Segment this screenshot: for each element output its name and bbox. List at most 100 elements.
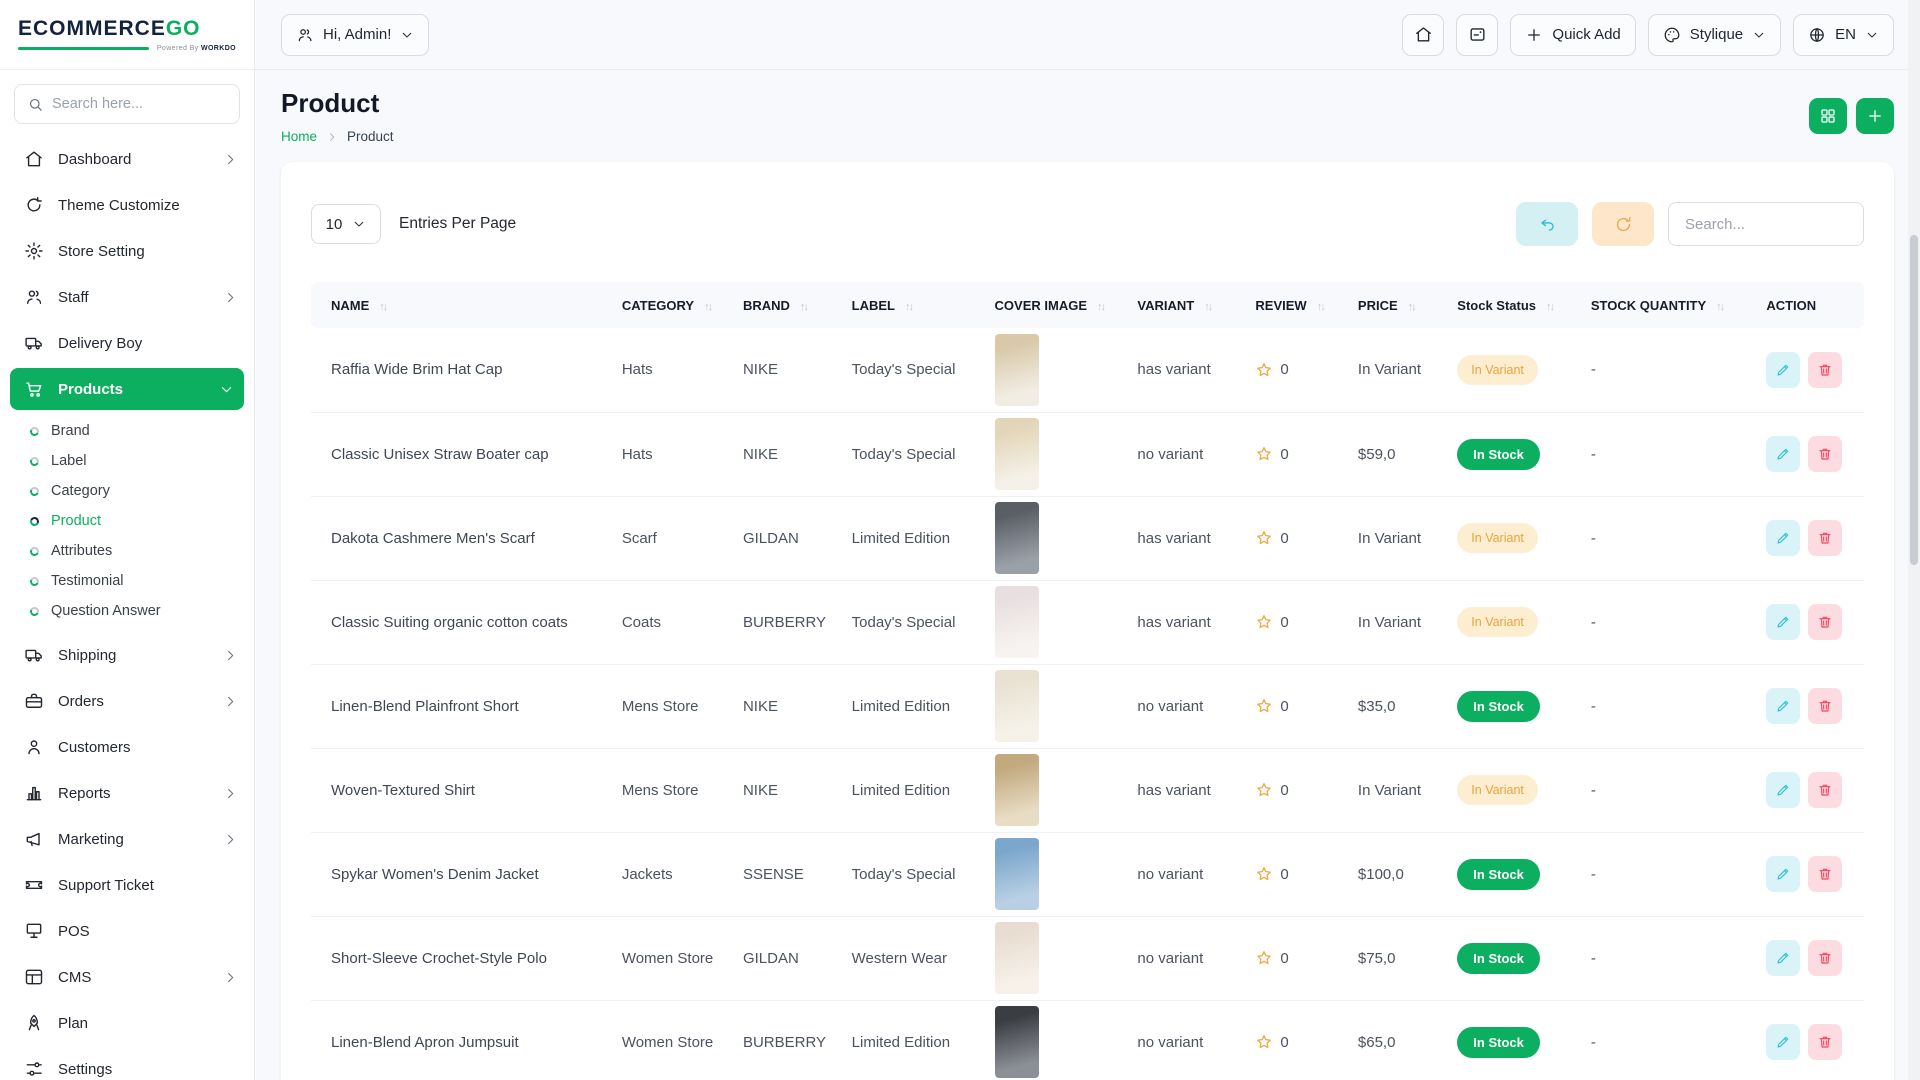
sidebar-subitem-category[interactable]: Category — [0, 476, 254, 506]
sidebar-subitem-product[interactable]: Product — [0, 506, 254, 536]
sidebar-item-settings[interactable]: Settings — [0, 1046, 254, 1080]
sidebar-item-plan[interactable]: Plan — [0, 1000, 254, 1046]
delete-button[interactable] — [1808, 520, 1843, 556]
sidebar-subitem-brand[interactable]: Brand — [0, 416, 254, 446]
sidebar-search[interactable] — [14, 84, 240, 124]
delete-button[interactable] — [1808, 351, 1843, 388]
column-header-category[interactable]: CATEGORY ↑↓ — [613, 282, 735, 328]
column-header-review[interactable]: REVIEW ↑↓ — [1247, 282, 1350, 328]
column-header-brand[interactable]: BRAND ↑↓ — [734, 282, 844, 328]
product-stock-status-cell: In Variant — [1449, 328, 1583, 412]
review-count: 0 — [1280, 529, 1289, 547]
product-stock-status-cell: In Stock — [1449, 915, 1583, 1000]
star-icon — [1255, 1033, 1273, 1051]
sort-icon[interactable]: ↑↓ — [1204, 300, 1213, 313]
sidebar-item-store-setting[interactable]: Store Setting — [0, 228, 254, 274]
sort-icon[interactable]: ↑↓ — [1716, 300, 1725, 313]
edit-button[interactable] — [1766, 351, 1801, 388]
sidebar-item-label: Support Ticket — [58, 876, 154, 894]
sort-icon[interactable]: ↑↓ — [1316, 300, 1326, 313]
chevron-down-icon — [1865, 28, 1879, 42]
edit-button[interactable] — [1766, 436, 1801, 472]
edit-button[interactable] — [1766, 940, 1801, 976]
column-header-stock-status[interactable]: Stock Status ↑↓ — [1449, 282, 1583, 328]
sort-icon[interactable]: ↑↓ — [799, 300, 809, 313]
sidebar-item-customers[interactable]: Customers — [0, 724, 254, 770]
column-header-variant[interactable]: VARIANT ↑↓ — [1129, 282, 1248, 328]
edit-button[interactable] — [1766, 856, 1801, 892]
sidebar-item-marketing[interactable]: Marketing — [0, 816, 254, 862]
column-header-cover-image[interactable]: COVER IMAGE ↑↓ — [986, 282, 1130, 328]
edit-button[interactable] — [1766, 772, 1801, 808]
sort-icon[interactable]: ↑↓ — [1546, 300, 1555, 313]
sort-icon[interactable]: ↑↓ — [1407, 300, 1417, 313]
main-area: Hi, Admin! Quick Add Stylique — [255, 0, 1920, 1080]
page-scrollbar[interactable] — [1908, 0, 1920, 1080]
sort-icon[interactable]: ↑↓ — [379, 300, 388, 313]
chevron-right-icon — [223, 648, 238, 663]
sidebar-item-theme-customize[interactable]: Theme Customize — [0, 182, 254, 228]
entries-per-page-select[interactable]: 10 — [311, 204, 381, 244]
product-review-cell: 0 — [1247, 411, 1350, 496]
sidebar-item-pos[interactable]: POS — [0, 908, 254, 954]
sort-icon[interactable]: ↑↓ — [704, 300, 713, 313]
refresh-button[interactable] — [1592, 202, 1654, 246]
sidebar-item-reports[interactable]: Reports — [0, 770, 254, 816]
column-header-price[interactable]: PRICE ↑↓ — [1349, 282, 1450, 328]
sidebar-item-delivery-boy[interactable]: Delivery Boy — [0, 320, 254, 366]
language-select-button[interactable]: EN — [1793, 13, 1894, 56]
delete-button[interactable] — [1808, 772, 1843, 808]
sidebar-subitem-testimonial[interactable]: Testimonial — [0, 566, 254, 596]
review-count: 0 — [1280, 1033, 1289, 1051]
delete-button[interactable] — [1808, 856, 1843, 892]
sidebar-item-support-ticket[interactable]: Support Ticket — [0, 862, 254, 908]
sidebar-search-input[interactable] — [52, 96, 227, 112]
column-header-stock-quantity[interactable]: STOCK QUANTITY ↑↓ — [1582, 282, 1759, 328]
sidebar-item-staff[interactable]: Staff — [0, 274, 254, 320]
product-stock-status-cell: In Variant — [1449, 579, 1583, 664]
edit-button[interactable] — [1766, 688, 1801, 724]
edit-button[interactable] — [1766, 604, 1801, 640]
delete-button[interactable] — [1808, 604, 1843, 640]
sidebar-subitem-label: Label — [51, 453, 87, 469]
scrollbar-thumb[interactable] — [1910, 235, 1918, 565]
sidebar-subitem-label[interactable]: Label — [0, 446, 254, 476]
delete-button[interactable] — [1808, 688, 1843, 724]
sidebar-item-shipping[interactable]: Shipping — [0, 632, 254, 678]
product-label-cell: Limited Edition — [843, 747, 987, 832]
sidebar-item-products[interactable]: Products — [10, 368, 244, 410]
sidebar-subitem-question-answer[interactable]: Question Answer — [0, 596, 254, 626]
trash-icon — [1817, 698, 1833, 714]
undo-button[interactable] — [1516, 202, 1578, 246]
quick-add-button[interactable]: Quick Add — [1510, 13, 1636, 56]
edit-button[interactable] — [1766, 520, 1801, 556]
product-price-cell: In Variant — [1349, 495, 1450, 580]
product-action-cell — [1758, 328, 1864, 412]
delete-button[interactable] — [1808, 1024, 1843, 1061]
sort-icon[interactable]: ↑↓ — [905, 300, 914, 313]
delete-button[interactable] — [1808, 436, 1843, 472]
sort-icon[interactable]: ↑↓ — [1097, 300, 1106, 313]
product-price-cell: $59,0 — [1349, 411, 1450, 496]
delete-button[interactable] — [1808, 940, 1843, 976]
sidebar-item-dashboard[interactable]: Dashboard — [0, 136, 254, 182]
table-search-input[interactable] — [1668, 202, 1864, 246]
column-header-name[interactable]: NAME ↑↓ — [311, 282, 614, 328]
stock-status-badge: In Stock — [1457, 1026, 1540, 1058]
column-header-label[interactable]: LABEL ↑↓ — [843, 282, 987, 328]
product-row: Linen-Blend Apron Jumpsuit Women Store BUR… — [311, 999, 1864, 1080]
edit-button[interactable] — [1766, 1024, 1801, 1061]
theme-select-button[interactable]: Stylique — [1647, 13, 1782, 56]
grid-view-button[interactable] — [1809, 98, 1847, 134]
notes-card-button[interactable] — [1456, 13, 1499, 56]
breadcrumb-home-link[interactable]: Home — [281, 129, 318, 144]
column-label: VARIANT — [1137, 297, 1195, 313]
sidebar-item-cms[interactable]: CMS — [0, 954, 254, 1000]
sidebar-item-orders[interactable]: Orders — [0, 678, 254, 724]
storefront-button[interactable] — [1402, 13, 1445, 56]
admin-menu-button[interactable]: Hi, Admin! — [281, 13, 430, 56]
sidebar-subitem-attributes[interactable]: Attributes — [0, 536, 254, 566]
add-product-button[interactable] — [1856, 98, 1894, 134]
brand-logo[interactable]: ECOMMERCEGO Powered By WORKDO — [0, 0, 254, 70]
truck-icon — [24, 333, 44, 353]
